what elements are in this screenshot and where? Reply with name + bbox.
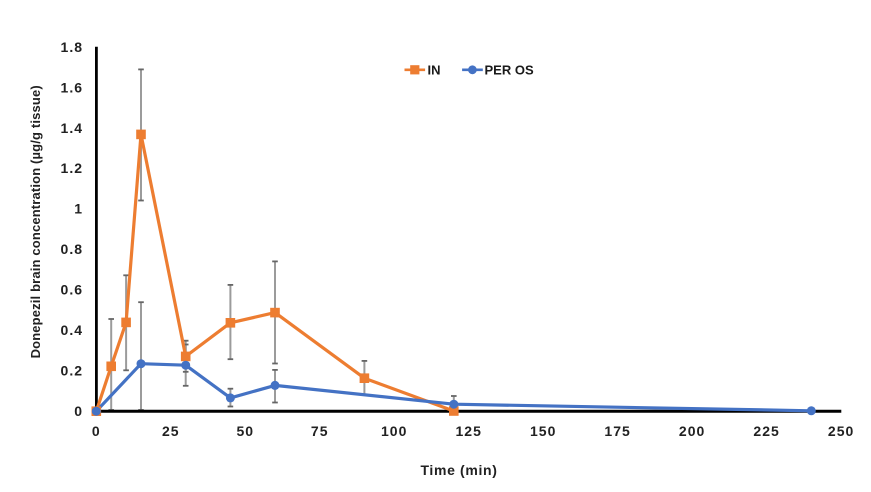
svg-text:200: 200 xyxy=(679,423,705,439)
svg-text:25: 25 xyxy=(162,423,180,439)
svg-text:1: 1 xyxy=(74,201,83,217)
svg-text:IN: IN xyxy=(428,62,441,77)
svg-text:75: 75 xyxy=(311,423,329,439)
svg-text:175: 175 xyxy=(604,423,630,439)
svg-text:0.2: 0.2 xyxy=(61,363,83,379)
svg-text:125: 125 xyxy=(456,423,482,439)
svg-text:1.6: 1.6 xyxy=(61,79,83,95)
svg-text:1.2: 1.2 xyxy=(61,160,83,176)
svg-text:50: 50 xyxy=(237,423,255,439)
svg-text:100: 100 xyxy=(381,423,407,439)
svg-text:225: 225 xyxy=(753,423,779,439)
svg-text:250: 250 xyxy=(828,423,854,439)
svg-text:0.4: 0.4 xyxy=(61,322,83,338)
svg-text:Donepezil brain concentration: Donepezil brain concentration (µg/g tiss… xyxy=(28,85,43,358)
svg-text:0: 0 xyxy=(92,423,101,439)
svg-text:1.4: 1.4 xyxy=(61,120,83,136)
svg-text:0.6: 0.6 xyxy=(61,282,83,298)
svg-text:Time (min): Time (min) xyxy=(420,462,497,478)
svg-text:0: 0 xyxy=(74,403,83,419)
svg-text:1.8: 1.8 xyxy=(61,39,83,55)
svg-text:PER OS: PER OS xyxy=(485,62,534,77)
svg-text:0.8: 0.8 xyxy=(61,241,83,257)
svg-text:150: 150 xyxy=(530,423,556,439)
